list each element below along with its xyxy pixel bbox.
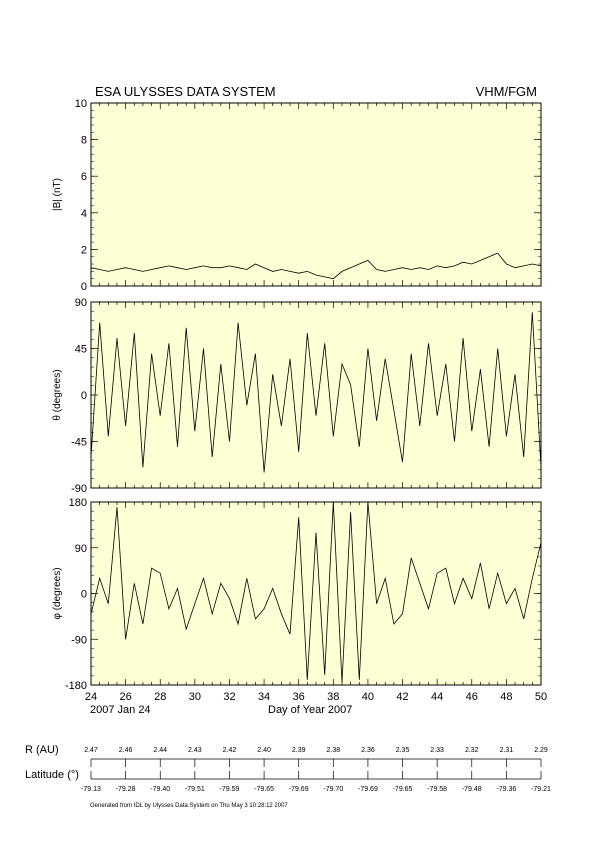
lat-value-label: -79.69 <box>358 786 378 793</box>
lat-value-label: -79.13 <box>81 786 101 793</box>
lat-value-label: -79.40 <box>150 786 170 793</box>
x-tick-label: 32 <box>223 691 235 703</box>
lat-value-label: -79.70 <box>323 786 343 793</box>
panel-1-frame <box>90 102 542 287</box>
panel-2-y-tick-label: -90 <box>71 483 87 495</box>
panel-1-y-tick-label: 10 <box>75 98 87 110</box>
lat-value-label: -79.65 <box>254 786 274 793</box>
x-tick-label: 46 <box>466 691 478 703</box>
panel-1-y-tick-label: 2 <box>81 244 87 256</box>
chart-title: ESA ULYSSES DATA SYSTEM <box>95 84 276 99</box>
panel-3-y-tick-label: 180 <box>69 497 87 509</box>
r-value-label: 2.47 <box>84 747 98 754</box>
panel-2-series-line <box>90 312 542 473</box>
panel-3-y-tick-label: -90 <box>71 634 87 646</box>
r-value-label: 2.44 <box>153 747 167 754</box>
r-value-label: 2.46 <box>119 747 133 754</box>
lat-value-label: -79.51 <box>185 786 205 793</box>
r-value-label: 2.29 <box>534 747 548 754</box>
lat-value-label: -79.58 <box>427 786 447 793</box>
r-value-label: 2.39 <box>292 747 306 754</box>
panel-3-y-tick-label: 90 <box>75 543 87 555</box>
lat-value-label: -79.65 <box>393 786 413 793</box>
lat-value-label: -79.36 <box>496 786 516 793</box>
lat-value-label: -79.28 <box>116 786 136 793</box>
x-tick-label: 44 <box>431 691 443 703</box>
panel-1-y-tick-label: 4 <box>81 208 87 220</box>
x-tick-label: 50 <box>535 691 547 703</box>
x-tick-label: 40 <box>362 691 374 703</box>
panel-2-y-tick-label: 90 <box>75 297 87 309</box>
r-value-label: 2.42 <box>223 747 237 754</box>
panel-2-y-tick-label: 45 <box>75 344 87 356</box>
x-tick-label: 36 <box>293 691 305 703</box>
x-tick-label: 42 <box>396 691 408 703</box>
panel-1-y-tick-label: 0 <box>81 281 87 293</box>
panel-1-y-tick-label: 6 <box>81 171 87 183</box>
panel-2-frame <box>90 301 542 489</box>
latitude-label: Latitude (°) <box>25 769 79 781</box>
r-value-label: 2.38 <box>326 747 340 754</box>
x-tick-label: 24 <box>85 691 97 703</box>
lat-value-label: -79.59 <box>220 786 240 793</box>
panel-2-y-tick-label: -45 <box>71 437 87 449</box>
r-value-label: 2.35 <box>396 747 410 754</box>
panel-3-y-tick-label: -180 <box>65 680 87 692</box>
footer-text: Generated from IDL by Ulysses Data Syste… <box>90 803 288 809</box>
lat-value-label: -79.48 <box>462 786 482 793</box>
x-tick-label: 26 <box>119 691 131 703</box>
r-au-label: R (AU) <box>25 744 59 756</box>
r-value-label: 2.40 <box>257 747 271 754</box>
r-value-label: 2.36 <box>361 747 375 754</box>
r-value-label: 2.31 <box>500 747 514 754</box>
lat-value-label: -79.21 <box>531 786 551 793</box>
x-axis-title: Day of Year 2007 <box>268 704 353 716</box>
x-tick-label: 30 <box>189 691 201 703</box>
x-tick-label: 34 <box>258 691 270 703</box>
r-value-label: 2.32 <box>465 747 479 754</box>
panel-3-y-tick-label: 0 <box>81 589 87 601</box>
panel-1-series-line <box>90 252 542 280</box>
panel-1-y-axis-label: |B| (nT) <box>52 178 63 211</box>
r-value-label: 2.33 <box>430 747 444 754</box>
instrument-label: VHM/FGM <box>475 84 537 99</box>
x-tick-label: 48 <box>500 691 512 703</box>
panel-3-y-axis-label: φ (degrees) <box>52 567 63 619</box>
panel-3-frame <box>90 501 542 686</box>
lat-value-label: -79.69 <box>289 786 309 793</box>
panel-2-y-tick-label: 0 <box>81 390 87 402</box>
start-date-label: 2007 Jan 24 <box>90 704 151 716</box>
x-tick-label: 38 <box>327 691 339 703</box>
panel-3-series-line <box>90 501 542 683</box>
r-value-label: 2.43 <box>188 747 202 754</box>
panel-2-y-axis-label: θ (degrees) <box>52 369 63 420</box>
panel-1-y-tick-label: 8 <box>81 135 87 147</box>
x-tick-label: 28 <box>154 691 166 703</box>
